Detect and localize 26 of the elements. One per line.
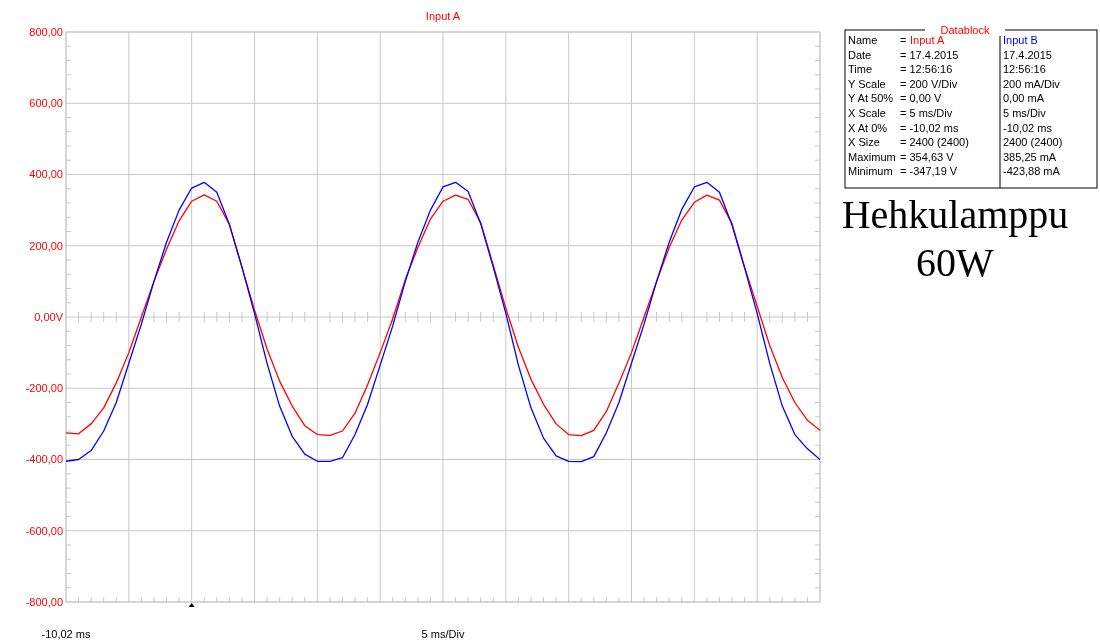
text: Date = 17.4.2015 17.4.2015 [848, 48, 1052, 61]
text: Maximum = 354,63 V 385,25 mA [848, 150, 1057, 163]
text: Y At 50% = 0,00 V 0,00 mA [848, 92, 1044, 105]
text: X Size = 2400 (2400) 2400 (2400) [848, 136, 1063, 149]
text: Y Scale = 200 V/Div 200 mA/Div [848, 77, 1060, 90]
y-tick-label: -400,00 [25, 453, 63, 466]
y-tick-label: -800,00 [25, 595, 63, 608]
text: Datablock [940, 24, 990, 36]
x-axis-title: 5 ms/Div [421, 628, 465, 640]
text: -10,02 ms [41, 628, 91, 640]
text: Minimum = -347,19 V -423,88 mA [848, 165, 1060, 178]
text: Input B [1003, 34, 1038, 46]
y-tick-label: 600,00 [29, 97, 63, 110]
y-tick-label: 800,00 [29, 25, 63, 38]
text: X Scale = 5 ms/Div 5 ms/Div [848, 107, 1046, 119]
y-tick-label: 200,00 [29, 239, 63, 252]
chart-title: Input A [425, 10, 461, 22]
y-tick-label: -200,00 [25, 382, 63, 395]
text: Name = [848, 34, 907, 46]
text: Time = 12:56:16 12:56:16 [848, 63, 1046, 76]
text: Input A [910, 34, 945, 46]
y-tick-label: 0,00V [34, 310, 64, 323]
text: X At 0% = -10,02 ms -10,02 ms [848, 121, 1052, 134]
y-tick-label: 400,00 [29, 168, 63, 181]
y-tick-label: -600,00 [25, 524, 63, 537]
text: Hehkulamppu 60W [841, 192, 1069, 285]
